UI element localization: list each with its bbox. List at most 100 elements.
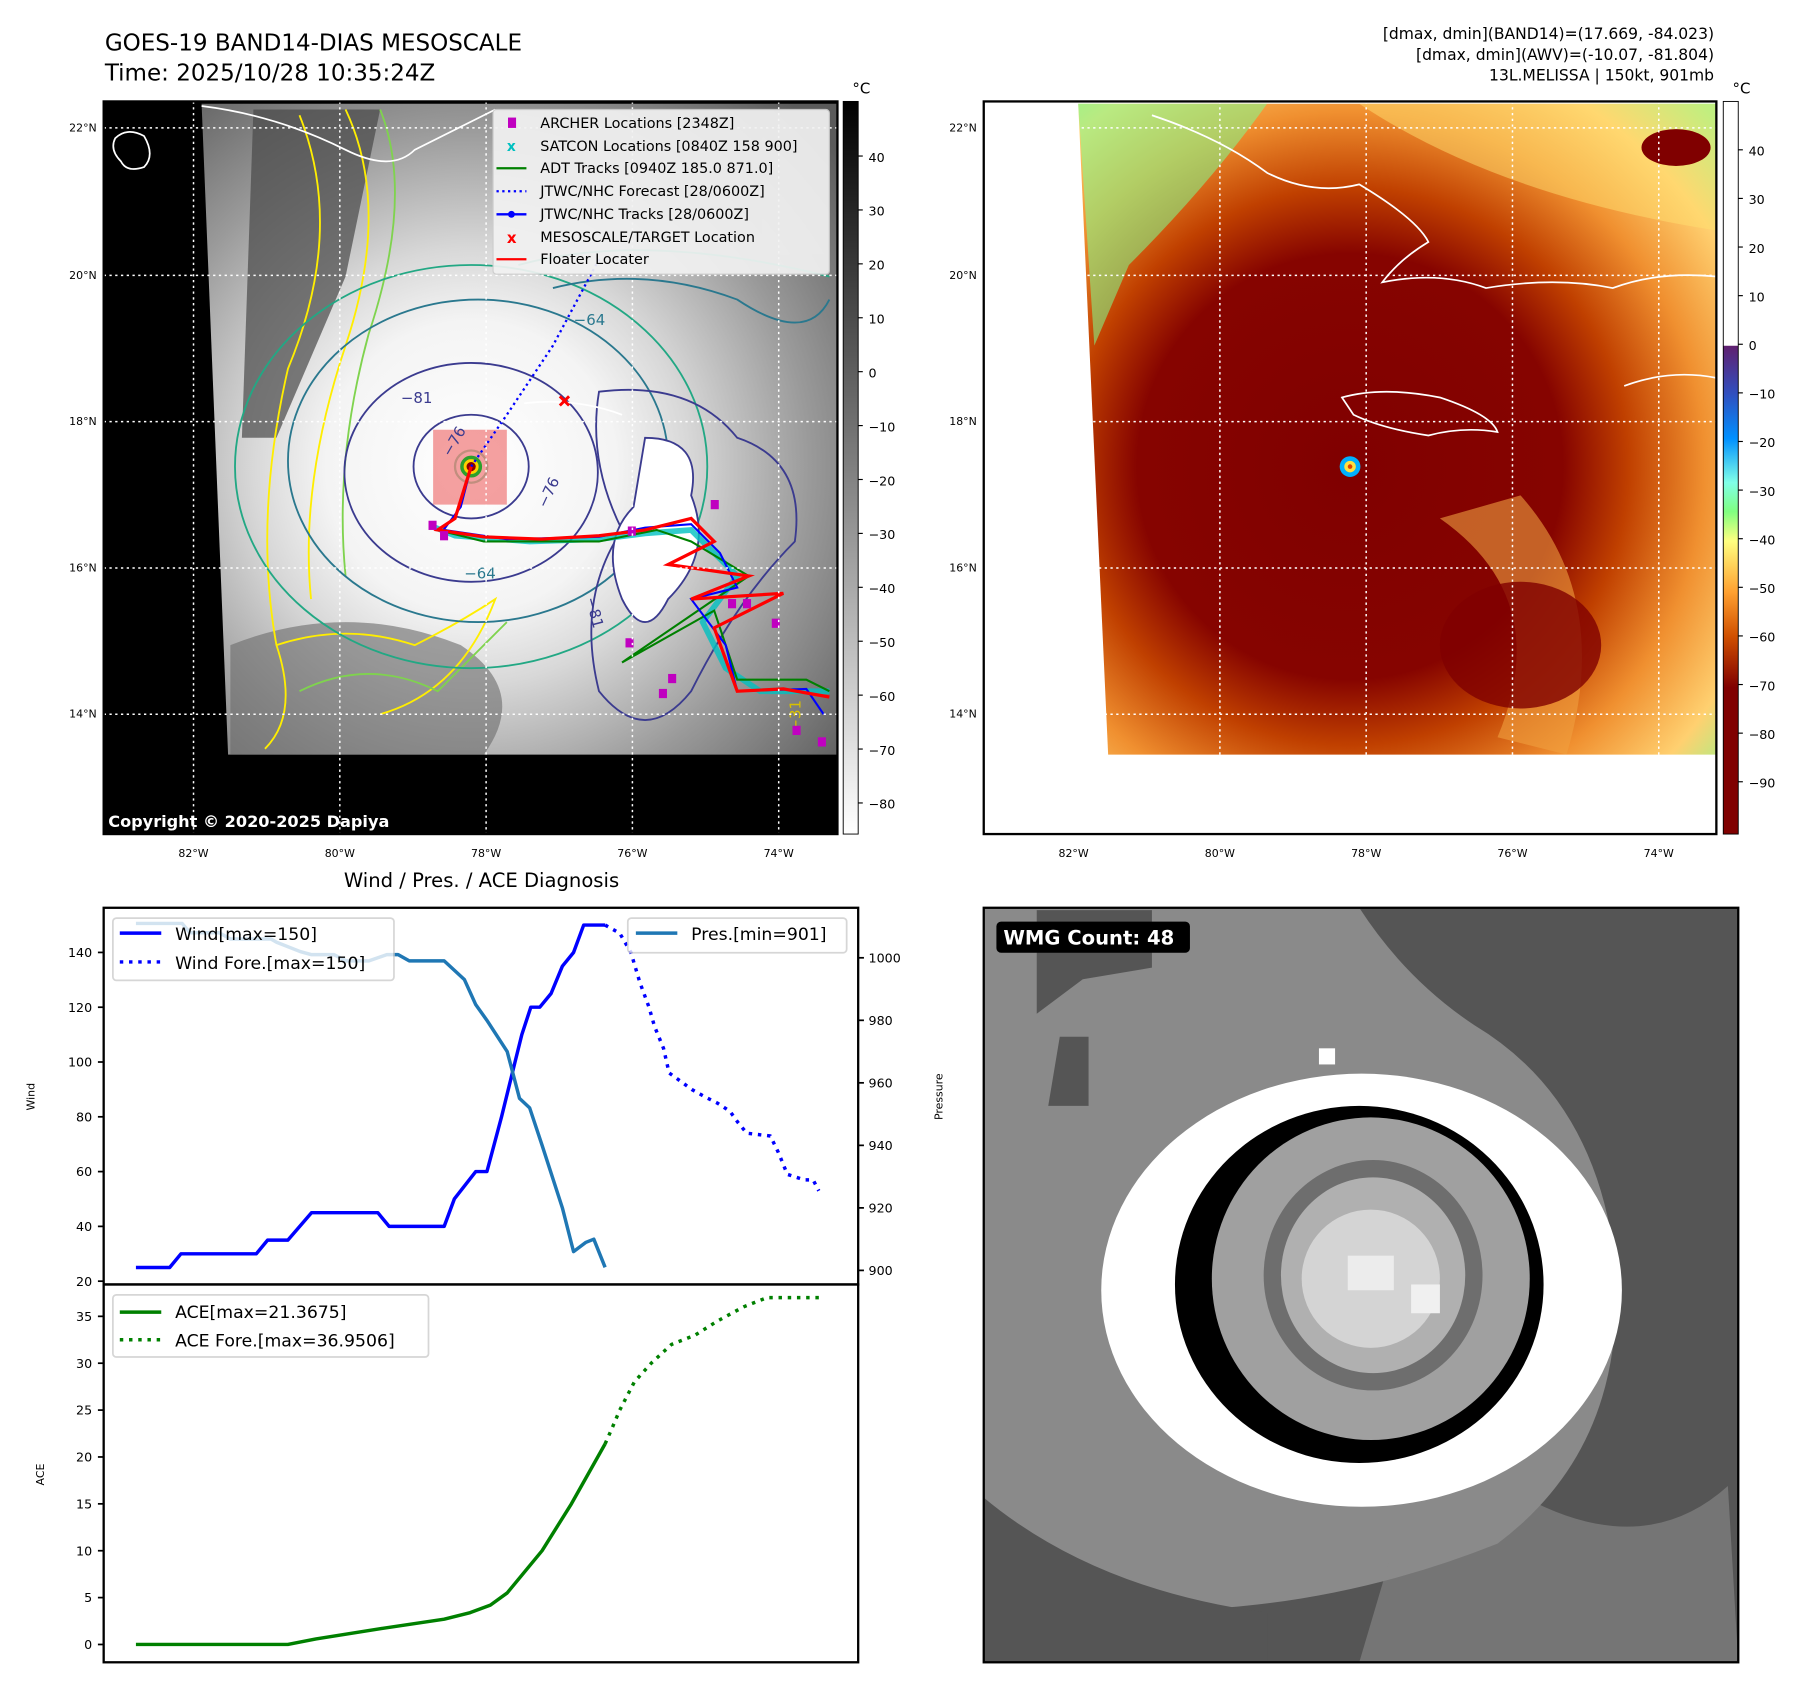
dark-cloud-band [241,109,381,438]
colorbar-unit: °C [1732,79,1750,97]
figure-title: GOES-19 BAND14-DIAS MESOSCALE [105,31,522,57]
legend-label: MESOSCALE/TARGET Location [540,230,755,246]
wind-pressure-chart: 20 40 60 80 100 120 140 900 920 940 960 980 1000 Win… [25,906,945,1289]
coastlines [1151,114,1717,437]
coastlines [112,105,623,416]
y2-tick-label: 900 [869,1263,893,1278]
colorbar-tick-label: −30 [869,527,896,542]
y-tick-label: 30 [76,1356,92,1371]
series-wind [135,923,606,1270]
series-wind-fore [604,923,821,1192]
target-location-marker [558,395,571,407]
satcon-marker-icon: x [507,139,516,155]
colorbar-tick-label: −70 [869,743,896,758]
lat-label: 18°N [949,415,977,428]
archer-marker-icon [507,117,517,128]
lat-label: 20°N [949,269,977,282]
legend-label: Wind Fore.[max=150] [175,954,365,974]
y-tick-label: 20 [76,1450,92,1465]
legend-label: ADT Tracks [0940Z 185.0 871.0] [540,161,773,177]
legend-label: Wind[max=150] [175,925,317,945]
colorbar-tick-label: −60 [869,689,896,704]
colorbar-tick-label: −10 [869,419,896,434]
awv-range: [dmax, dmin](AWV)=(-10.07, -81.804) [1416,46,1714,64]
lat-label: 20°N [69,269,97,282]
legend-label: ACE[max=21.3675] [175,1303,346,1323]
y-tick-label: 40 [76,1219,92,1234]
colorbar-tick-label: 0 [1749,338,1757,353]
ace-legend: ACE[max=21.3675] ACE Fore.[max=36.9506] [112,1293,430,1358]
colorbar-tick-label: −80 [1749,727,1776,742]
colorbar-tick-label: 40 [1749,144,1765,159]
colorbar-tick-label: 10 [1749,289,1765,304]
lat-label: 14°N [949,708,977,721]
colorbar-tick-label: 40 [869,150,885,165]
jtwc-forecast-track [470,258,601,468]
ace-chart: 0 5 10 15 20 25 30 35 ACE ACE[max=21.3675] ACE … [34,1283,860,1664]
lat-label: 16°N [69,561,97,574]
y2-tick-label: 1000 [869,950,901,965]
colorbar-tick-label: −20 [1749,435,1776,450]
y2-tick-label: 980 [869,1013,893,1028]
colorbar-tick-label: −10 [1749,387,1776,402]
contour-label: −64 [574,311,606,329]
archer-locations [428,499,826,747]
lon-label: 80°W [325,847,355,860]
y-tick-label: 25 [76,1403,92,1418]
contour-label: −81 [401,389,433,407]
colorbar-tick-label: 20 [1749,241,1765,256]
legend-label: ARCHER Locations [2348Z] [540,116,734,132]
right-map: 22°N 20°N 18°N 16°N 14°N 82°W 80°W 78°W … [949,79,1775,860]
lon-label: 76°W [1497,847,1527,860]
y-tick-label: 10 [76,1543,92,1558]
map-legend: ARCHER Locations [2348Z] x SATCON Locati… [492,108,830,275]
y-tick-label: 120 [68,1000,92,1015]
target-marker-icon: x [507,229,517,247]
colorbar-tick-label: 10 [869,312,885,327]
y2-tick-label: 940 [869,1138,893,1153]
y-tick-label: 35 [76,1309,92,1324]
lon-label: 80°W [1205,847,1235,860]
colorbar-tick-label: −70 [1749,678,1776,693]
colorbar-tick-label: −50 [869,635,896,650]
legend-label: Floater Locater [540,252,649,268]
y-tick-label: 20 [76,1274,92,1289]
colorbar-tick-label: −50 [1749,581,1776,596]
storm-info: 13L.MELISSA | 150kt, 901mb [1489,67,1714,85]
lon-label: 78°W [1351,847,1381,860]
right-colorbar: °C 40 30 20 10 0 −10 −20 −30 −40 −50 −60 −70 −80 −90 [1722,79,1776,835]
colorbar-tick-label: −60 [1749,630,1776,645]
lon-label: 76°W [617,847,647,860]
lat-label: 22°N [69,121,97,134]
wmg-panel: WMG Count: 48 [982,906,1740,1664]
colorbar-tick-label: −40 [1749,532,1776,547]
pressure-legend: Pres.[min=901] [626,917,848,954]
map-grid [983,101,1717,835]
y-tick-label: 0 [84,1637,92,1652]
colorbar-tick-label: −20 [869,473,896,488]
series-ace [135,1443,607,1647]
chart-title: Wind / Pres. / ACE Diagnosis [344,869,619,892]
lat-label: 18°N [69,415,97,428]
colorbar-tick-label: 30 [869,204,885,219]
left-map: −81 −76 −64 −64 −76 −81 −31 [69,79,895,860]
legend-label: JTWC/NHC Forecast [28/0600Z] [539,184,764,200]
left-colorbar: °C 40 30 20 10 0 −10 −20 −30 −40 −50 −60 −70 −80 [842,79,896,835]
y-tick-label: 60 [76,1164,92,1179]
legend-label: Pres.[min=901] [691,925,826,945]
storm-tracks [433,258,830,715]
band14-range: [dmax, dmin](BAND14)=(17.669, -84.023) [1383,25,1714,43]
y-tick-label: 15 [76,1496,92,1511]
lon-label: 74°W [1644,847,1674,860]
colorbar-unit: °C [852,79,870,97]
legend-label: ACE Fore.[max=36.9506] [175,1332,395,1352]
y-tick-label: 5 [84,1590,92,1605]
wind-axis-label: Wind [25,1083,38,1111]
y2-tick-label: 920 [869,1200,893,1215]
contour-label: −31 [787,700,805,732]
copyright: Copyright © 2020-2025 Dapiya [108,812,389,831]
ace-axis-label: ACE [34,1464,47,1486]
y-tick-label: 140 [68,945,92,960]
lon-label: 74°W [764,847,794,860]
